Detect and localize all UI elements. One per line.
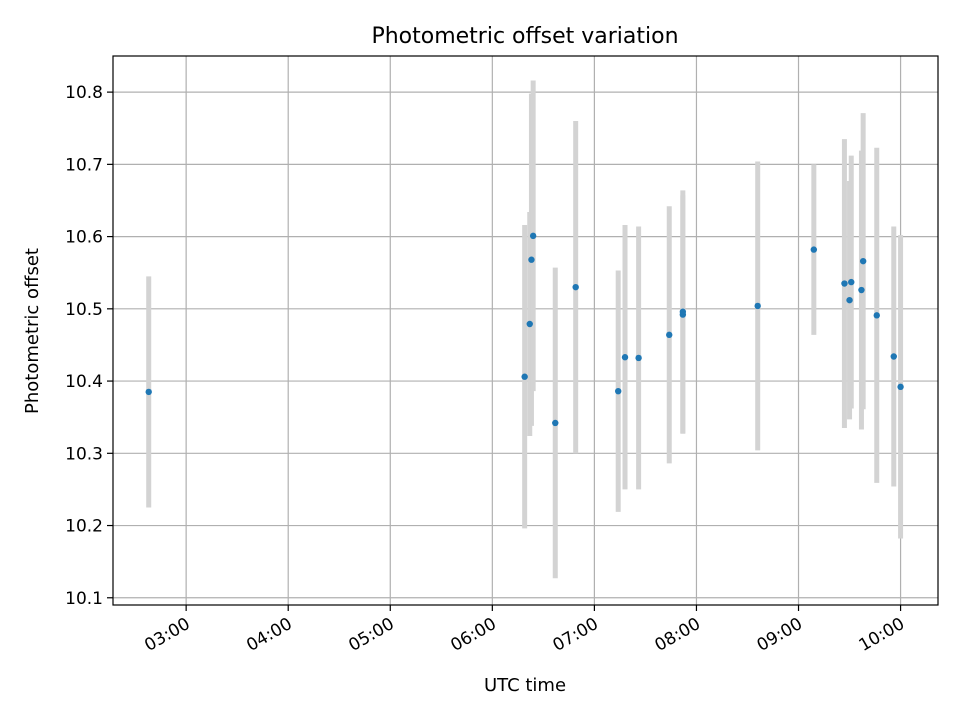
- data-point: [859, 257, 867, 265]
- data-point: [621, 354, 629, 361]
- data-point: [848, 278, 855, 286]
- data-points: [145, 232, 904, 427]
- data-point: [858, 286, 865, 294]
- data-point: [521, 373, 528, 380]
- y-tick-label: 10.5: [65, 300, 103, 320]
- data-point: [666, 331, 673, 339]
- data-point: [679, 308, 687, 315]
- x-axis-label: UTC time: [484, 675, 566, 696]
- plot-frame: [112, 55, 939, 606]
- data-point: [841, 280, 848, 287]
- y-tick-label: 10.6: [65, 228, 103, 248]
- data-point: [635, 354, 642, 362]
- chart-title: Photometric offset variation: [371, 24, 678, 49]
- y-tick-label: 10.3: [65, 444, 103, 464]
- data-point: [873, 312, 880, 319]
- data-point: [572, 283, 579, 291]
- y-axis: 10.1 10.2 10.3 10.4 10.5 10.6 10.7 10.8: [65, 83, 113, 609]
- data-point: [529, 232, 537, 240]
- data-point: [145, 388, 152, 396]
- y-tick-label: 10.1: [65, 589, 103, 609]
- y-tick-label: 10.8: [65, 83, 103, 103]
- data-point: [528, 256, 535, 263]
- data-point: [552, 419, 559, 427]
- data-point: [890, 353, 897, 360]
- y-tick-label: 10.4: [65, 372, 103, 392]
- y-axis-label: Photometric offset: [22, 248, 43, 414]
- data-point: [810, 246, 818, 253]
- data-point: [526, 320, 533, 328]
- data-point: [615, 387, 622, 395]
- data-point: [846, 296, 853, 304]
- y-tick-label: 10.7: [65, 155, 103, 175]
- data-point: [897, 383, 904, 391]
- y-tick-label: 10.2: [65, 517, 103, 537]
- data-point: [754, 302, 761, 310]
